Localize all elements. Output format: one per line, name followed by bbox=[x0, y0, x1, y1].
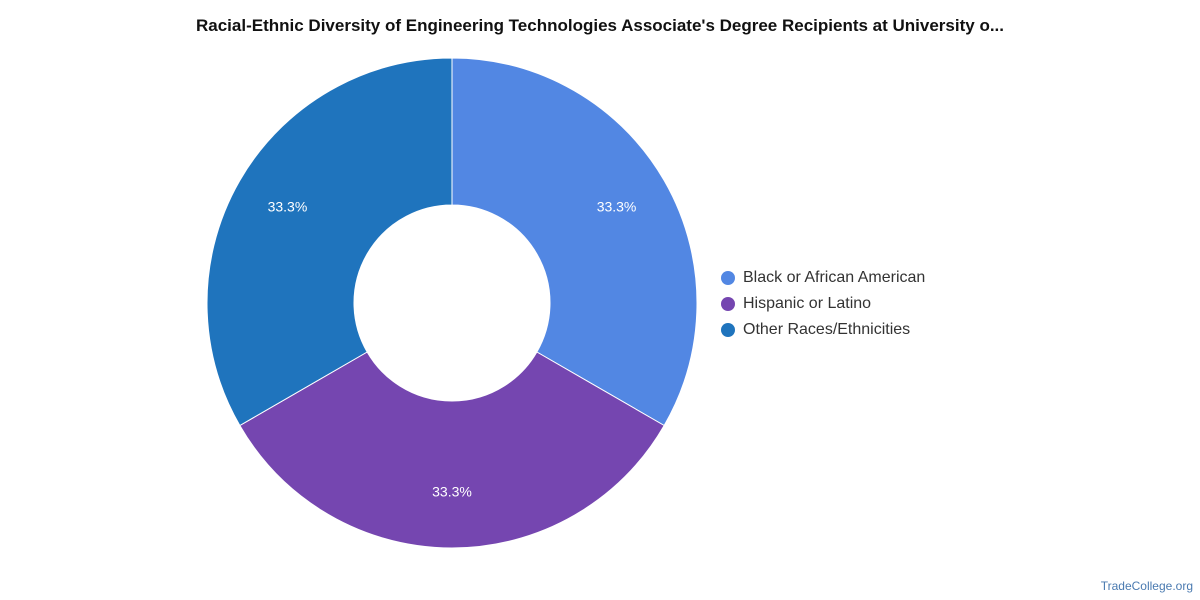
legend: Black or African American Hispanic or Lat… bbox=[721, 265, 925, 343]
source-credit[interactable]: TradeCollege.org bbox=[1100, 579, 1193, 593]
legend-swatch bbox=[721, 297, 735, 311]
legend-item[interactable]: Black or African American bbox=[721, 265, 925, 291]
legend-item[interactable]: Hispanic or Latino bbox=[721, 291, 925, 317]
chart-title: Racial-Ethnic Diversity of Engineering T… bbox=[196, 16, 1004, 35]
legend-label: Other Races/Ethnicities bbox=[743, 321, 911, 338]
legend-label: Hispanic or Latino bbox=[743, 295, 872, 312]
slice-value-label: 33.3% bbox=[268, 199, 308, 215]
slice-value-label: 33.3% bbox=[432, 484, 472, 500]
legend-label: Black or African American bbox=[743, 269, 926, 286]
legend-swatch bbox=[721, 323, 735, 337]
slice-other-races-ethnicities[interactable] bbox=[206, 57, 453, 427]
legend-swatch bbox=[721, 271, 735, 285]
slice-black-or-african-american[interactable] bbox=[451, 57, 698, 427]
legend-item[interactable]: Other Races/Ethnicities bbox=[721, 317, 925, 343]
slice-hispanic-or-latino[interactable] bbox=[239, 351, 665, 549]
slice-value-label: 33.3% bbox=[597, 199, 637, 215]
